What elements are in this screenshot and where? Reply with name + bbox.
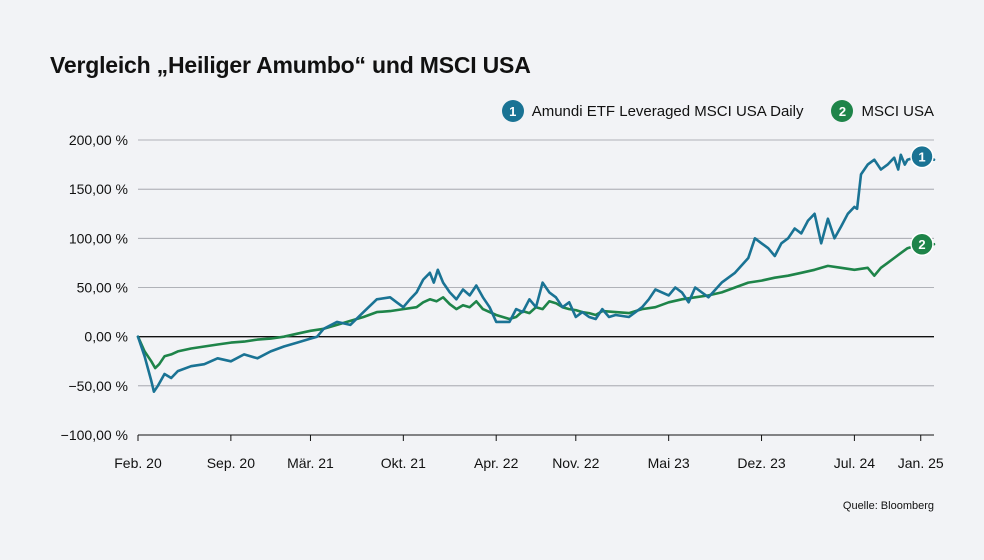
y-tick-label: 150,00 %	[69, 181, 128, 197]
y-tick-label: 100,00 %	[69, 230, 128, 246]
legend-badge-amundi: 1	[501, 100, 524, 122]
chart-title: Vergleich „Heiliger Amumbo“ und MSCI USA	[50, 52, 531, 78]
y-tick-label: 0,00 %	[84, 329, 128, 345]
y-tick-label: 200,00 %	[69, 132, 128, 148]
x-tick-label: Sep. 20	[207, 455, 255, 471]
series-line-amundi	[136, 153, 936, 393]
x-tick-label: Apr. 22	[474, 455, 519, 471]
end-badge-amundi	[910, 144, 934, 169]
y-tick-label: 50,00 %	[77, 280, 128, 296]
source-note: Quelle: Bloomberg	[842, 500, 934, 512]
legend-item-msci: 2 MSCI USA	[831, 100, 934, 122]
x-tick-label: Jan. 25	[898, 455, 944, 471]
y-tick-label: −50,00 %	[68, 378, 128, 394]
x-tick-label: Mai 23	[648, 455, 690, 471]
legend-item-amundi: 1 Amundi ETF Leveraged MSCI USA Daily	[501, 100, 804, 122]
x-tick-label: Jul. 24	[834, 455, 875, 471]
x-tick-label: Feb. 20	[114, 455, 162, 471]
legend-badge-msci: 2	[831, 100, 854, 122]
legend-label-msci: MSCI USA	[861, 102, 934, 120]
end-badge-msci	[910, 232, 934, 256]
x-tick-label: Mär. 21	[287, 455, 334, 471]
end-badge-label: 1	[918, 150, 925, 165]
x-tick-label: Okt. 21	[381, 455, 426, 471]
end-badge-label: 2	[918, 237, 925, 252]
legend-label-amundi: Amundi ETF Leveraged MSCI USA Daily	[531, 102, 804, 120]
x-tick-label: Dez. 23	[737, 455, 785, 471]
series-line-msci	[136, 242, 936, 370]
y-tick-label: −100,00 %	[61, 427, 128, 443]
x-tick-label: Nov. 22	[552, 455, 599, 471]
chart-legend: 1 Amundi ETF Leveraged MSCI USA Daily 2 …	[501, 100, 934, 122]
